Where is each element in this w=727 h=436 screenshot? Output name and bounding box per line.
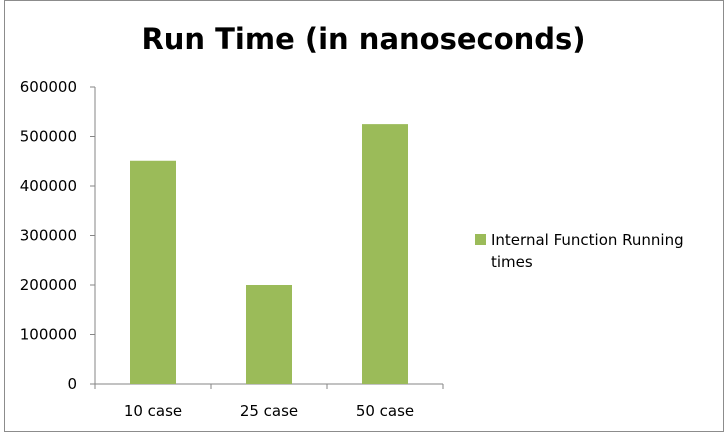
x-tick-label: 10 case: [124, 402, 182, 420]
y-tick-label: 600000: [20, 78, 77, 96]
y-tick-label: 400000: [20, 177, 77, 195]
legend-label: Internal Function Running times: [491, 231, 684, 271]
legend: Internal Function Running times: [475, 229, 725, 273]
y-tick-label: 100000: [20, 326, 77, 344]
x-tick-label: 25 case: [240, 402, 298, 420]
y-tick-label: 300000: [20, 227, 77, 245]
bar: [246, 285, 292, 384]
y-tick-label: 500000: [20, 128, 77, 146]
x-tick-label: 50 case: [356, 402, 414, 420]
legend-swatch: [475, 234, 486, 245]
chart-title: Run Time (in nanoseconds): [141, 22, 586, 56]
bar: [362, 124, 408, 384]
bar: [130, 160, 176, 384]
y-tick-label: 0: [67, 375, 77, 393]
y-tick-label: 200000: [20, 276, 77, 294]
